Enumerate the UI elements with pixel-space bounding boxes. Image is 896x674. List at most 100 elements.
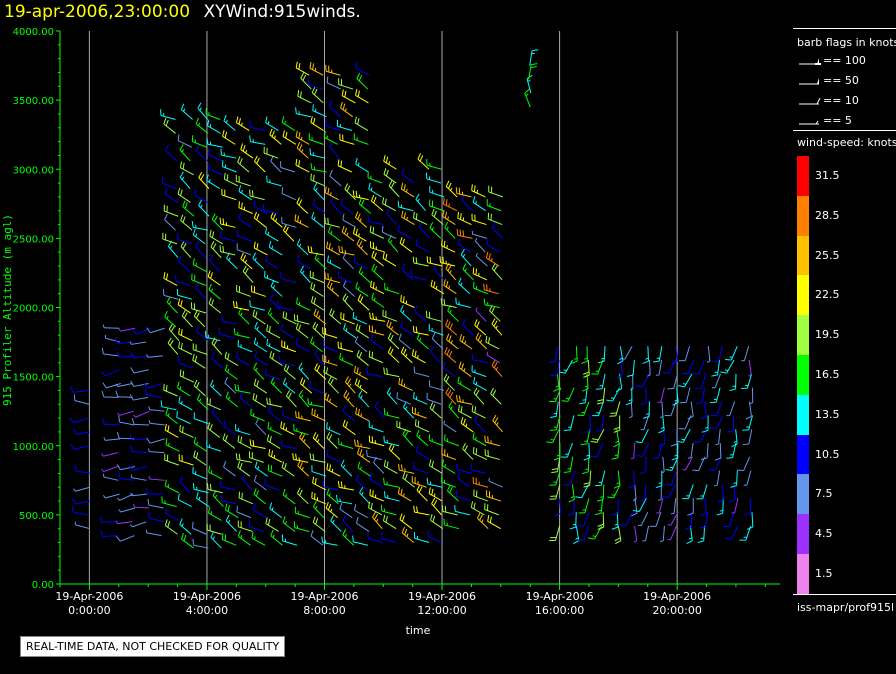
wind-barb	[281, 216, 297, 228]
wind-barb	[397, 224, 412, 239]
barb-flag	[443, 298, 446, 306]
barb-flag	[356, 349, 360, 357]
wind-barb	[369, 312, 386, 322]
barb-flag	[353, 365, 357, 373]
barb-shaft	[569, 415, 575, 431]
barb-shaft	[167, 246, 179, 259]
barb-flag	[678, 427, 686, 430]
barb-half-flag	[148, 419, 151, 424]
barb-shaft	[402, 434, 414, 447]
wind-barb	[129, 433, 148, 441]
barb-flag	[178, 396, 181, 403]
barb-flag	[442, 361, 446, 368]
barb-flag	[302, 74, 307, 81]
barb-shaft	[120, 535, 135, 542]
barb-shaft	[327, 455, 342, 463]
barb-flag	[458, 361, 462, 368]
barb-shaft	[370, 231, 385, 239]
barb-flag	[658, 429, 665, 434]
wind-barb	[237, 530, 251, 546]
barb-half-flag	[273, 135, 277, 139]
wind-barb	[265, 254, 279, 270]
barb-flag	[253, 337, 257, 344]
barb-shaft	[222, 539, 237, 546]
barb-shaft	[222, 438, 236, 449]
wind-barb	[642, 346, 650, 364]
wind-barb	[474, 319, 487, 336]
barb-shaft	[222, 320, 238, 325]
wind-barb	[649, 511, 662, 527]
wind-barb	[460, 416, 474, 433]
wind-barb	[253, 362, 265, 380]
barb-shaft	[209, 259, 220, 272]
barb-shaft	[687, 359, 695, 375]
wind-barb	[490, 387, 502, 405]
wind-barb	[312, 476, 327, 491]
barb-flag	[167, 521, 171, 528]
wind-barb	[193, 412, 209, 425]
barb-half-flag	[632, 498, 637, 502]
barb-half-flag	[181, 176, 185, 180]
wind-barb	[726, 401, 736, 417]
wind-barb	[294, 506, 310, 519]
wind-barb	[571, 346, 578, 364]
barb-shaft	[311, 301, 325, 311]
barb-flag	[168, 323, 173, 330]
barb-flag	[329, 282, 333, 289]
wind-barb	[143, 383, 162, 389]
barb-shaft	[353, 261, 368, 270]
barb-shaft	[74, 445, 89, 450]
barb-flag	[312, 198, 316, 206]
barb-shaft	[716, 401, 723, 416]
barb-shaft	[238, 207, 253, 214]
barb-flag	[295, 322, 299, 329]
barb-flag	[163, 272, 166, 279]
wind-barb	[207, 119, 221, 134]
wind-barb	[418, 221, 430, 239]
barb-shaft	[178, 333, 193, 342]
wind-barb	[322, 354, 338, 367]
wind-barb	[549, 470, 561, 486]
barb-flag	[368, 350, 371, 357]
barb-flag	[282, 488, 286, 496]
wind-barb	[485, 251, 500, 267]
wind-barb	[220, 494, 237, 505]
barb-shaft	[180, 246, 192, 259]
barb-shaft	[163, 277, 178, 286]
barb-flag	[265, 517, 268, 524]
wind-barb	[678, 415, 692, 430]
wind-barb	[629, 373, 634, 391]
wind-barb	[165, 408, 178, 425]
barb-shaft	[701, 373, 707, 389]
barb-flag	[344, 183, 349, 190]
barb-half-flag	[419, 338, 422, 342]
barb-flag	[454, 505, 456, 512]
barb-flag	[249, 135, 251, 142]
barb-half-flag	[724, 369, 729, 371]
barb-flag	[352, 535, 354, 542]
wind-barb	[146, 437, 165, 444]
barb-shaft	[328, 231, 341, 242]
wind-barb	[264, 270, 279, 284]
barb-flag	[401, 263, 406, 270]
wind-barb	[252, 503, 267, 519]
barb-half-flag	[633, 540, 637, 543]
barb-flag	[213, 215, 218, 222]
wind-barb	[443, 518, 460, 530]
colorbar-swatch	[797, 394, 809, 435]
wind-barb	[73, 394, 90, 405]
barb-half-flag	[301, 149, 304, 153]
wind-barb	[625, 387, 633, 406]
x-tick-date: 19-Apr-2006	[643, 590, 711, 603]
wind-barb	[235, 174, 251, 187]
barb-flag	[442, 210, 445, 217]
barb-shaft	[472, 273, 488, 281]
barb-half-flag	[645, 357, 649, 360]
barb-shaft	[234, 306, 249, 311]
wind-barb	[383, 459, 398, 474]
wind-barb	[148, 448, 165, 454]
wind-barb	[164, 310, 177, 328]
barb-shaft	[370, 339, 384, 350]
barb-flag	[233, 328, 236, 335]
barb-flag	[429, 256, 432, 264]
